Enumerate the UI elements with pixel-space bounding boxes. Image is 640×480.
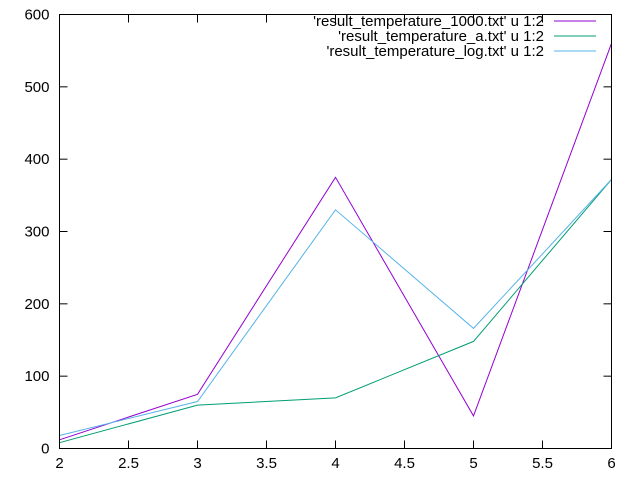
y-tick-label: 200 xyxy=(24,296,49,313)
legend-label: 'result_temperature_a.txt' u 1:2 xyxy=(338,28,544,45)
x-tick-label: 4 xyxy=(331,455,339,472)
series-lines xyxy=(59,43,612,444)
x-tick-label: 5.5 xyxy=(532,455,553,472)
legend-label: 'result_temperature_log.txt' u 1:2 xyxy=(326,43,544,60)
x-tick-label: 2.5 xyxy=(118,455,139,472)
y-tick-label: 500 xyxy=(24,79,49,96)
x-tick-label: 6 xyxy=(607,455,615,472)
legend: 'result_temperature_1000.txt' u 1:2'resu… xyxy=(313,13,596,60)
y-tick-label: 600 xyxy=(24,7,49,24)
y-tick-label: 300 xyxy=(24,224,49,241)
legend-label: 'result_temperature_1000.txt' u 1:2 xyxy=(313,13,544,30)
series-line-3 xyxy=(59,179,612,436)
x-tick-label: 4.5 xyxy=(394,455,415,472)
x-axis: 2 2.5 3 3.5 4 4.5 5 5.5 6 xyxy=(55,14,616,472)
x-tick-label: 2 xyxy=(55,455,63,472)
series-line-1 xyxy=(59,43,612,441)
x-tick-label: 5 xyxy=(469,455,477,472)
plot-area-border xyxy=(59,14,612,449)
series-line-2 xyxy=(59,179,612,444)
y-tick-label: 400 xyxy=(24,151,49,168)
x-tick-label: 3.5 xyxy=(256,455,277,472)
x-tick-label: 3 xyxy=(193,455,201,472)
y-axis: 0 100 200 300 400 500 600 xyxy=(24,7,612,458)
y-tick-label: 100 xyxy=(24,368,49,385)
y-tick-label: 0 xyxy=(41,441,49,458)
